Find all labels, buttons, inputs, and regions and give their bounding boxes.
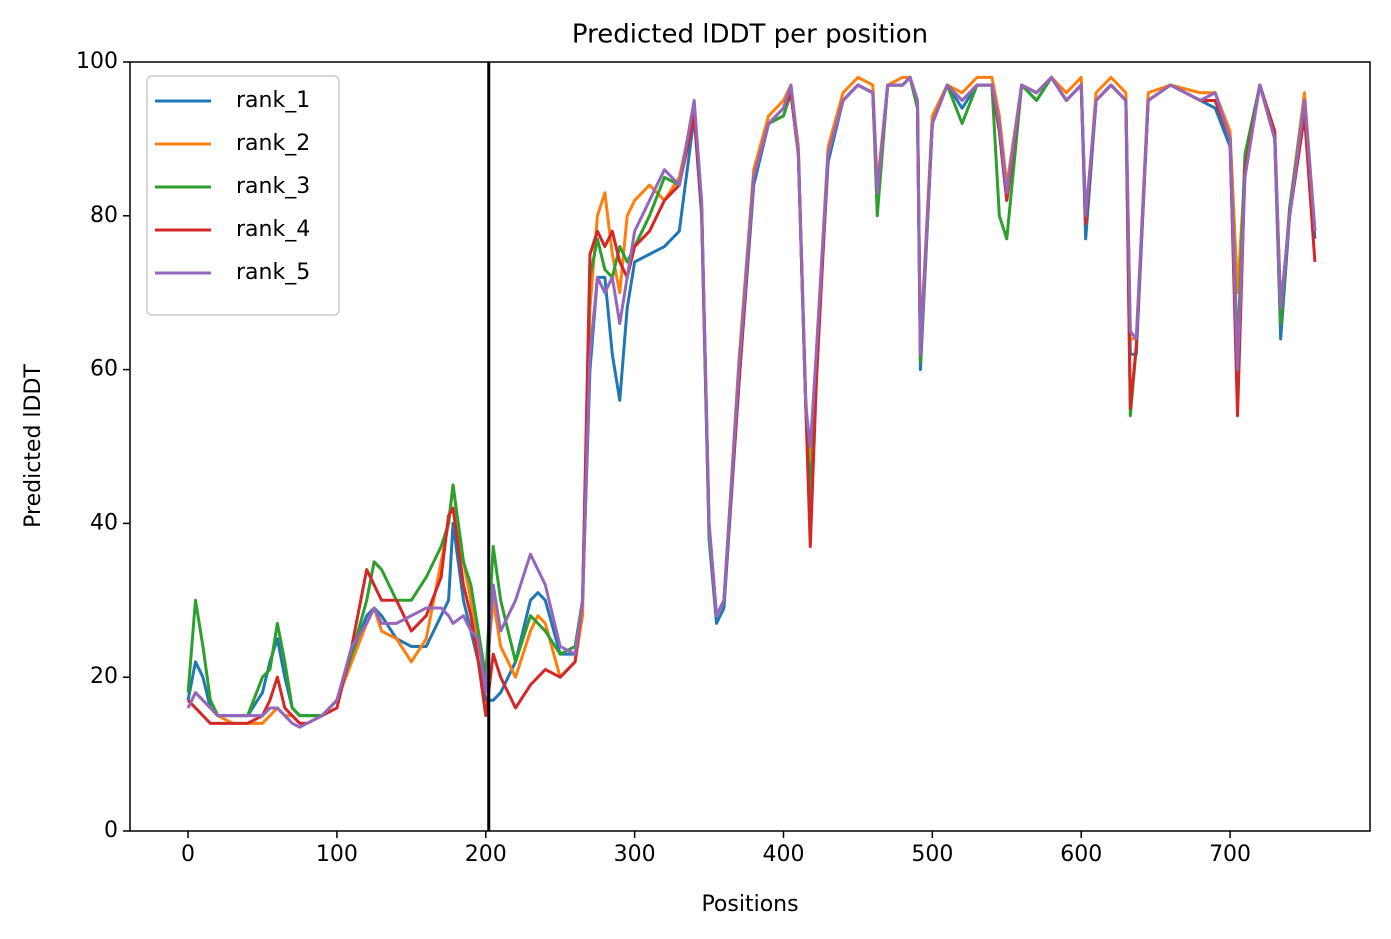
x-tick-label: 500: [911, 842, 953, 867]
legend-label: rank_1: [236, 88, 310, 113]
legend-label: rank_4: [236, 217, 310, 242]
legend-label: rank_3: [236, 174, 310, 199]
x-tick-label: 300: [614, 842, 656, 867]
y-tick-label: 0: [104, 818, 118, 843]
y-tick-label: 60: [90, 357, 118, 382]
x-tick-label: 400: [762, 842, 804, 867]
x-tick-label: 0: [181, 842, 195, 867]
legend-label: rank_2: [236, 131, 310, 156]
y-axis-label: Predicted lDDT: [21, 364, 46, 528]
y-tick-label: 40: [90, 510, 118, 535]
series-line: [186, 75, 1317, 729]
y-tick-label: 20: [90, 664, 118, 689]
y-tick-label: 80: [90, 203, 118, 228]
plot-frame: [129, 61, 1371, 832]
x-tick-label: 600: [1060, 842, 1102, 867]
chart-title: Predicted lDDT per position: [572, 20, 928, 50]
x-tick-label: 100: [316, 842, 358, 867]
legend-box: [146, 75, 340, 316]
y-tick-label: 100: [76, 49, 118, 74]
x-axis-label: Positions: [701, 892, 798, 917]
x-tick-label: 700: [1209, 842, 1251, 867]
legend-label: rank_5: [236, 260, 310, 285]
x-tick-label: 200: [465, 842, 507, 867]
